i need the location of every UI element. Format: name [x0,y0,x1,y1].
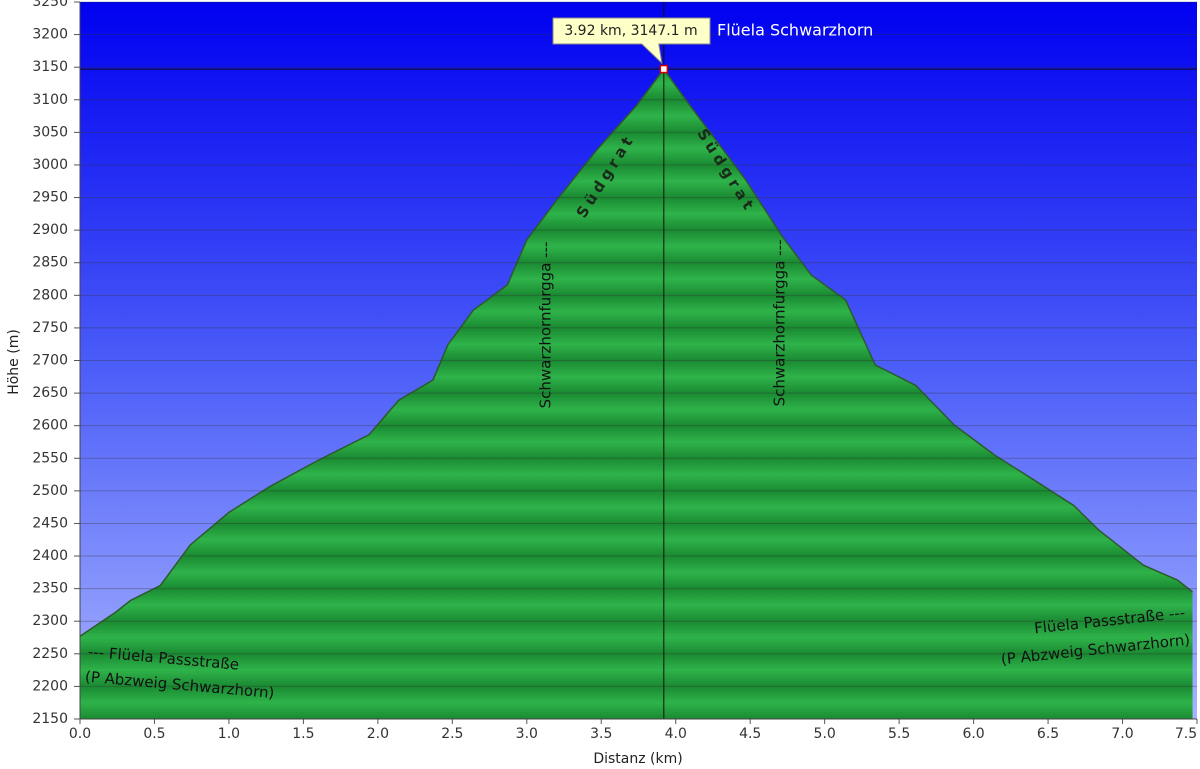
annotation: Schwarzhornfurgga --- [771,240,789,407]
x-tick-label: 0.0 [69,726,91,742]
x-tick-label: 1.5 [292,726,314,742]
y-tick-label: 2750 [32,320,68,336]
x-tick-label: 2.0 [367,726,389,742]
x-tick-label: 6.0 [962,726,984,742]
annotation: Schwarzhornfurgga --- [537,242,555,409]
x-tick-label: 4.5 [739,726,761,742]
y-tick-label: 2600 [32,418,68,434]
y-tick-label: 2450 [32,515,68,531]
tooltip-label: 3.92 km, 3147.1 m [564,23,697,39]
y-tick-label: 2700 [32,353,68,369]
y-tick-label: 2400 [32,548,68,564]
y-tick-label: 2650 [32,385,68,401]
x-tick-label: 2.5 [441,726,463,742]
y-tick-label: 2550 [32,450,68,466]
y-tick-label: 3000 [32,157,68,173]
y-tick-label: 2500 [32,483,68,499]
x-tick-label: 7.5 [1175,726,1197,742]
y-tick-label: 2250 [32,646,68,662]
y-tick-label: 2950 [32,190,68,206]
y-tick-label: 2800 [32,287,68,303]
elevation-outline [79,67,1193,637]
cursor-marker [659,64,669,74]
y-tick-label: 2350 [32,581,68,597]
y-tick-label: 2200 [32,678,68,694]
annotation: Flüela Schwarzhorn [717,21,873,40]
x-tick-label: 0.5 [143,726,165,742]
x-tick-label: 3.0 [516,726,538,742]
y-tick-label: 3050 [32,124,68,140]
y-tick-label: 3250 [32,0,68,10]
x-tick-label: 6.5 [1037,726,1059,742]
y-tick-label: 3150 [32,59,68,75]
y-axis-title: Höhe (m) [6,329,22,395]
x-tick-label: 5.5 [888,726,910,742]
y-tick-label: 2300 [32,613,68,629]
y-tick-label: 3200 [32,27,68,43]
elevation-area [80,69,1193,720]
y-tick-label: 2150 [32,711,68,727]
x-tick-label: 1.0 [218,726,240,742]
tooltip-box [552,17,711,65]
x-tick-label: 4.0 [665,726,687,742]
x-tick-label: 3.5 [590,726,612,742]
y-tick-label: 2900 [32,222,68,238]
x-tick-label: 5.0 [814,726,836,742]
y-tick-label: 3100 [32,92,68,108]
y-tick-label: 2850 [32,255,68,271]
x-axis-title: Distanz (km) [593,751,682,767]
x-tick-label: 7.0 [1111,726,1133,742]
